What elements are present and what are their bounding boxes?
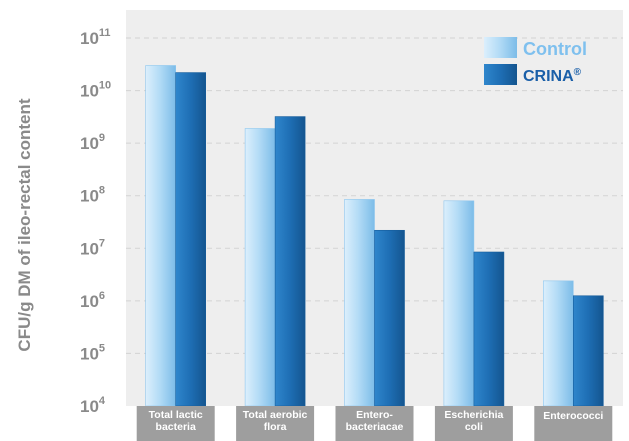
category-band bbox=[335, 406, 414, 441]
bars bbox=[145, 65, 604, 407]
y-tick-label: 105 bbox=[80, 342, 105, 363]
x-tick-label: coli bbox=[465, 421, 483, 433]
y-tick-label: 1011 bbox=[80, 27, 111, 48]
y-tick-exponent: 6 bbox=[99, 290, 105, 302]
bar-crina-4 bbox=[572, 295, 604, 407]
grid-lines bbox=[126, 37, 623, 354]
y-axis-label: CFU/g DM of ileo-rectal content bbox=[15, 98, 34, 351]
x-tick-label: Entero- bbox=[356, 409, 393, 421]
x-tick-label: bacteriacae bbox=[346, 421, 404, 433]
x-tick-label: Escherichia bbox=[444, 409, 503, 421]
y-tick-label: 107 bbox=[80, 237, 105, 258]
y-tick-base: 10 bbox=[80, 134, 99, 153]
y-tick-base: 10 bbox=[80, 239, 99, 258]
x-tick-label: bacteria bbox=[156, 421, 196, 433]
bar-control-2 bbox=[344, 199, 375, 407]
legend-label-control: Control bbox=[523, 39, 587, 59]
legend-swatch-crina bbox=[484, 64, 517, 85]
category-band bbox=[434, 406, 513, 441]
category-band bbox=[136, 406, 215, 441]
y-tick-label: 108 bbox=[80, 185, 105, 206]
legend-label-crina-name: CRINA bbox=[523, 68, 574, 85]
y-tick-exponent: 7 bbox=[99, 237, 105, 249]
y-tick-label: 109 bbox=[80, 132, 105, 153]
bar-crina-1 bbox=[274, 116, 306, 407]
y-tick-exponent: 10 bbox=[99, 80, 111, 92]
category-band bbox=[534, 406, 613, 441]
x-tick-label: Enterococci bbox=[543, 410, 603, 422]
legend-swatch-control bbox=[484, 37, 517, 58]
legend: Control CRINA® bbox=[484, 37, 587, 85]
y-tick-base: 10 bbox=[80, 292, 99, 311]
y-tick-exponent: 4 bbox=[99, 395, 106, 407]
y-tick-base: 10 bbox=[80, 82, 99, 101]
y-tick-label: 1010 bbox=[80, 80, 111, 101]
y-tick-exponent: 9 bbox=[99, 132, 105, 144]
legend-label-crina: CRINA® bbox=[523, 67, 582, 85]
bar-crina-3 bbox=[473, 251, 505, 407]
bar-control-1 bbox=[244, 128, 276, 407]
y-tick-label: 106 bbox=[80, 290, 105, 311]
y-tick-label: 104 bbox=[80, 395, 106, 416]
bar-control-3 bbox=[443, 200, 475, 407]
y-tick-base: 10 bbox=[80, 29, 99, 48]
x-tick-label: Total lactic bbox=[149, 409, 203, 421]
y-tick-exponent: 11 bbox=[99, 27, 111, 39]
category-band bbox=[236, 406, 315, 441]
y-tick-exponent: 8 bbox=[99, 185, 105, 197]
bar-crina-0 bbox=[175, 72, 206, 407]
bar-crina-2 bbox=[374, 229, 405, 407]
x-tick-label: flora bbox=[264, 421, 287, 433]
bar-control-0 bbox=[145, 65, 176, 407]
y-tick-base: 10 bbox=[80, 397, 99, 416]
bar-control-4 bbox=[542, 280, 574, 407]
y-tick-base: 10 bbox=[80, 187, 99, 206]
y-tick-exponent: 5 bbox=[99, 342, 105, 354]
y-tick-base: 10 bbox=[80, 344, 99, 363]
legend-label-crina-mark: ® bbox=[574, 67, 582, 78]
x-tick-label: Total aerobic bbox=[243, 409, 308, 421]
